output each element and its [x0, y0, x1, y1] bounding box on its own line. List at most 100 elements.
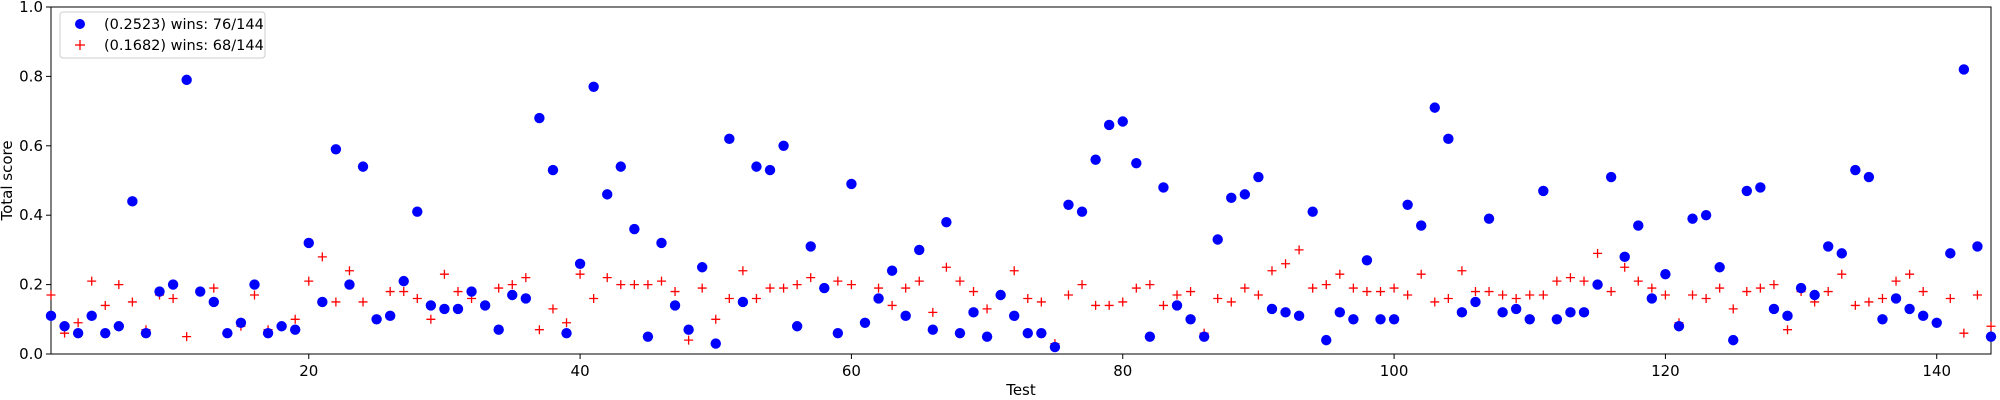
data-point — [1592, 279, 1603, 290]
data-point — [371, 314, 382, 325]
data-point — [72, 327, 84, 339]
data-point — [534, 325, 544, 335]
data-point — [1755, 283, 1765, 293]
data-point — [1755, 182, 1766, 193]
data-point — [195, 286, 206, 297]
data-point — [1158, 182, 1169, 193]
x-tick-label: 80 — [1113, 362, 1132, 380]
data-point — [1226, 192, 1237, 204]
data-point — [778, 140, 789, 151]
data-point — [954, 327, 966, 339]
data-point — [995, 289, 1006, 301]
data-point — [1076, 206, 1088, 217]
data-point — [1077, 280, 1087, 290]
data-point — [846, 280, 856, 290]
data-point — [886, 265, 898, 276]
data-point — [846, 178, 857, 190]
data-point — [1063, 290, 1073, 300]
data-point — [1457, 266, 1467, 276]
data-point — [181, 74, 192, 86]
data-point — [1917, 310, 1929, 322]
data-point — [764, 164, 776, 176]
data-point — [615, 161, 626, 172]
data-point — [439, 303, 450, 315]
data-point — [1891, 276, 1901, 286]
data-point — [914, 276, 924, 286]
data-point — [805, 241, 816, 252]
data-point — [941, 262, 951, 272]
data-point — [874, 283, 884, 293]
data-point — [1809, 289, 1820, 301]
data-point — [127, 297, 137, 307]
data-point — [1388, 314, 1400, 325]
data-point — [358, 297, 368, 307]
data-point — [1375, 314, 1386, 325]
data-point — [1443, 293, 1453, 303]
data-point — [507, 280, 517, 290]
data-point — [1578, 307, 1590, 318]
data-point — [412, 206, 423, 217]
data-point — [928, 307, 938, 317]
data-point — [1497, 307, 1508, 318]
x-tick-label: 60 — [842, 362, 861, 380]
data-point — [1714, 262, 1725, 273]
data-point — [588, 81, 599, 93]
x-tick-label: 100 — [1380, 362, 1409, 380]
data-point — [1972, 241, 1983, 252]
data-point — [1430, 297, 1440, 307]
data-point — [534, 112, 545, 124]
data-point — [1959, 328, 1969, 338]
data-point — [819, 282, 830, 294]
data-point — [1633, 276, 1643, 286]
data-point — [1103, 119, 1115, 131]
data-point — [1104, 300, 1114, 310]
data-point — [1158, 300, 1168, 310]
data-point — [724, 133, 735, 145]
data-point — [901, 283, 911, 293]
data-point — [1090, 154, 1101, 165]
data-point — [669, 300, 681, 311]
data-point — [1605, 171, 1617, 183]
legend-marker-series-2 — [75, 40, 85, 50]
data-point — [1402, 199, 1413, 210]
data-point — [1280, 307, 1291, 318]
data-point — [1293, 310, 1305, 322]
data-point — [304, 276, 314, 286]
data-point — [1429, 102, 1440, 113]
data-point — [616, 280, 626, 290]
data-point — [1226, 297, 1236, 307]
y-tick-label: 0.8 — [19, 67, 43, 85]
data-point — [1009, 310, 1020, 322]
data-point — [629, 223, 640, 235]
data-point — [1715, 283, 1725, 293]
data-point — [1565, 273, 1575, 283]
data-point — [670, 287, 680, 297]
data-point — [1470, 296, 1481, 308]
data-point — [426, 314, 436, 324]
data-point — [696, 262, 708, 273]
data-point — [452, 303, 464, 315]
data-point — [1823, 287, 1833, 297]
data-point — [1483, 213, 1495, 224]
data-point — [45, 310, 57, 322]
data-point — [1552, 276, 1562, 286]
data-point — [1335, 269, 1345, 279]
y-tick-label: 0.4 — [19, 206, 43, 224]
data-point — [521, 273, 531, 283]
data-point — [1348, 283, 1358, 293]
data-point — [710, 338, 721, 349]
legend-label-series-2: (0.1682) wins: 68/144 — [104, 38, 264, 54]
data-point — [1321, 280, 1331, 290]
data-point — [1931, 317, 1942, 328]
y-tick-label: 0.2 — [19, 276, 43, 294]
data-point — [1945, 248, 1956, 259]
data-point — [806, 273, 816, 283]
data-point — [439, 269, 449, 279]
data-point — [317, 296, 328, 308]
data-point — [1660, 268, 1671, 280]
data-point — [724, 293, 734, 303]
y-axis: 0.0 0.2 0.4 0.6 0.8 1.0 — [19, 0, 51, 363]
data-point — [738, 266, 748, 276]
data-point — [1606, 287, 1616, 297]
data-point — [602, 189, 613, 200]
